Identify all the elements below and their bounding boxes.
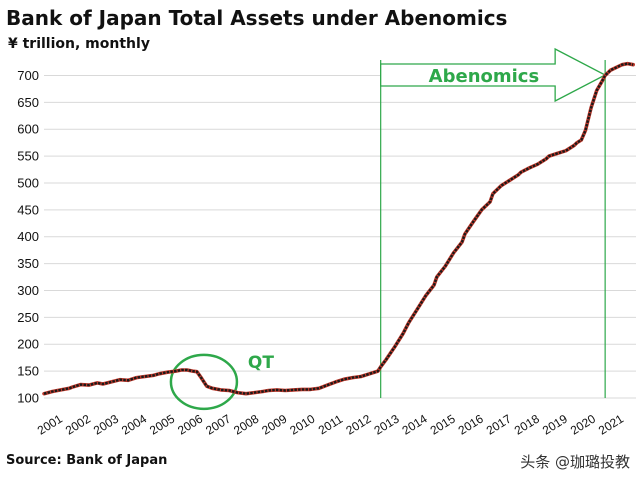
x-tick-label: 2005 <box>147 411 177 437</box>
x-tick-label: 2016 <box>456 411 486 437</box>
chart-title: Bank of Japan Total Assets under Abenomi… <box>6 6 508 30</box>
x-tick-label: 2018 <box>512 411 542 437</box>
x-tick-label: 2007 <box>203 411 233 437</box>
abenomics-arrow <box>380 47 607 103</box>
y-tick-label: 350 <box>17 256 39 271</box>
y-axis-ticks: 100 150 200 250 300 350 400 450 500 550 600 650 700 <box>17 68 39 406</box>
x-tick-label: 2014 <box>400 411 430 437</box>
x-tick-label: 2017 <box>484 411 514 437</box>
qt-circle <box>169 353 239 411</box>
series-layer <box>42 61 635 396</box>
x-tick-label: 2019 <box>540 411 570 437</box>
y-tick-label: 500 <box>17 175 39 190</box>
y-tick-label: 200 <box>17 337 39 352</box>
y-tick-label: 100 <box>17 391 39 406</box>
y-tick-label: 600 <box>17 122 39 137</box>
y-tick-label: 700 <box>17 68 39 83</box>
y-tick-label: 150 <box>17 364 39 379</box>
x-tick-label: 2004 <box>119 411 149 437</box>
y-tick-label: 450 <box>17 202 39 217</box>
y-tick-label: 550 <box>17 149 39 164</box>
x-tick-label: 2021 <box>596 411 626 437</box>
x-tick-label: 2006 <box>175 411 205 437</box>
y-tick-label: 300 <box>17 283 39 298</box>
y-tick-label: 400 <box>17 229 39 244</box>
x-tick-label: 2012 <box>343 411 373 437</box>
x-tick-label: 2020 <box>568 411 598 437</box>
qt-label: QT <box>248 353 274 373</box>
chart-subtitle: ¥ trillion, monthly <box>8 36 150 52</box>
x-tick-label: 2009 <box>259 411 289 437</box>
abenomics-label: Abenomics <box>429 66 540 87</box>
annotations: Abenomics QT <box>169 47 607 411</box>
x-axis-ticks: 2001200220032004200520062007200820092010… <box>35 411 626 437</box>
watermark: 头条 @珈璐投教 <box>520 453 630 471</box>
grid-lines <box>44 74 636 399</box>
x-tick-label: 2015 <box>428 411 458 437</box>
series-line <box>43 62 634 395</box>
x-tick-label: 2008 <box>231 411 261 437</box>
x-tick-label: 2001 <box>35 411 65 437</box>
source-note: Source: Bank of Japan <box>6 453 168 468</box>
y-tick-label: 250 <box>17 310 39 325</box>
y-tick-label: 650 <box>17 95 39 110</box>
x-tick-label: 2002 <box>63 411 93 437</box>
x-tick-label: 2010 <box>287 411 317 437</box>
x-tick-label: 2003 <box>91 411 121 437</box>
x-tick-label: 2013 <box>372 411 402 437</box>
x-tick-label: 2011 <box>316 412 346 438</box>
